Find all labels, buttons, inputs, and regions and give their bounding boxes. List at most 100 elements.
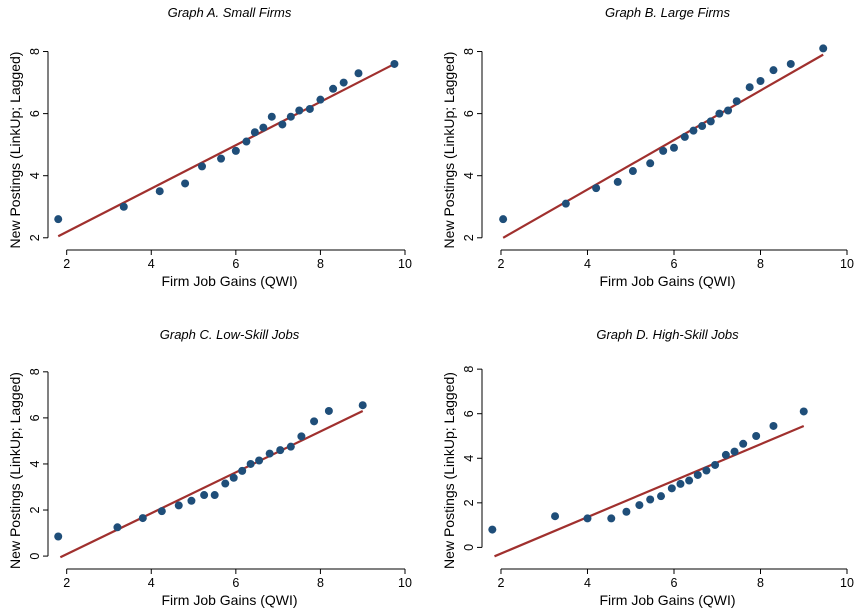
data-point — [157, 507, 166, 516]
data-point — [622, 507, 631, 516]
data-point — [769, 421, 778, 430]
x-tick-label: 10 — [398, 257, 412, 271]
data-point — [155, 187, 164, 196]
data-point — [339, 78, 348, 87]
data-point — [119, 202, 128, 211]
y-tick-label: 6 — [462, 110, 476, 117]
panel-a: Graph A. Small Firms 2 4 6 8 10 2 4 6 8 Firm Job G… — [7, 5, 412, 289]
data-point — [324, 406, 333, 415]
data-point — [732, 97, 741, 106]
y-tick-label: 4 — [28, 172, 42, 179]
data-point — [329, 84, 338, 93]
data-point — [259, 123, 268, 132]
panel-c: Graph C. Low-Skill Jobs 2 4 6 8 10 0 2 4 6 8 Firm J… — [7, 327, 412, 608]
x-tick-label: 8 — [757, 257, 764, 271]
data-point — [276, 446, 285, 455]
data-point — [488, 525, 497, 534]
data-point — [693, 470, 702, 479]
y-tick-label: 2 — [462, 499, 476, 506]
data-point — [724, 106, 733, 115]
panel-b: Graph B. Large Firms 2 4 6 8 10 2 4 6 8 Firm Job G… — [441, 5, 854, 289]
fit-line — [502, 53, 824, 239]
data-point — [646, 159, 655, 168]
data-point — [238, 466, 247, 475]
y-tick-label: 0 — [28, 553, 42, 560]
data-point — [217, 154, 226, 163]
y-tick-label: 2 — [28, 506, 42, 513]
panel-title: Graph A. Small Firms — [168, 5, 292, 20]
data-point — [113, 523, 122, 532]
data-point — [680, 132, 689, 141]
x-tick-label: 10 — [398, 576, 412, 590]
data-point — [286, 112, 295, 121]
data-point — [583, 514, 592, 523]
data-point — [628, 167, 637, 176]
panel-d: Graph D. High-Skill Jobs 2 4 6 8 10 0 2 4 6 8 Firm … — [441, 327, 854, 608]
x-tick-label: 4 — [584, 257, 591, 271]
data-point — [715, 109, 724, 118]
x-tick-label: 4 — [148, 576, 155, 590]
fit-line — [59, 409, 364, 559]
y-tick-label: 2 — [462, 234, 476, 241]
y-tick-label: 2 — [28, 234, 42, 241]
x-tick-label: 8 — [317, 257, 324, 271]
data-point — [676, 479, 685, 488]
data-point — [54, 215, 63, 224]
y-axis-label: New Postings (LinkUp; Lagged) — [7, 52, 23, 249]
data-point — [799, 407, 808, 416]
x-axis-label: Firm Job Gains (QWI) — [599, 592, 735, 608]
data-point — [721, 450, 730, 459]
y-axis-label: New Postings (LinkUp; Lagged) — [441, 372, 457, 569]
data-point — [390, 59, 399, 68]
data-point — [499, 215, 508, 224]
y-tick-label: 4 — [462, 172, 476, 179]
data-point — [646, 495, 655, 504]
data-point — [561, 199, 570, 208]
x-tick-label: 4 — [584, 576, 591, 590]
data-point — [657, 492, 666, 501]
data-point — [607, 514, 616, 523]
data-point — [181, 179, 190, 188]
y-axis-label: New Postings (LinkUp; Lagged) — [441, 52, 457, 249]
fit-line — [57, 62, 395, 238]
data-point — [187, 496, 196, 505]
x-tick-label: 4 — [148, 257, 155, 271]
data-point — [786, 59, 795, 68]
data-point — [246, 459, 255, 468]
x-tick-label: 10 — [840, 576, 854, 590]
data-point — [698, 122, 707, 131]
y-tick-label: 0 — [462, 544, 476, 551]
data-point — [242, 137, 251, 146]
panel-title: Graph D. High-Skill Jobs — [596, 327, 739, 342]
y-tick-label: 8 — [28, 48, 42, 55]
x-tick-label: 2 — [497, 576, 504, 590]
x-tick-label: 2 — [63, 576, 70, 590]
y-tick-label: 6 — [462, 410, 476, 417]
y-tick-label: 4 — [28, 460, 42, 467]
data-point — [752, 431, 761, 440]
plot-frame — [488, 36, 847, 244]
y-tick-label: 8 — [462, 366, 476, 373]
plot-frame — [488, 358, 847, 563]
data-point — [745, 83, 754, 92]
data-point — [310, 417, 319, 426]
data-point — [702, 466, 711, 475]
y-tick-label: 8 — [462, 48, 476, 55]
data-point — [769, 66, 778, 75]
y-axis-label: New Postings (LinkUp; Lagged) — [7, 372, 23, 569]
data-point — [229, 473, 238, 482]
data-point — [265, 449, 274, 458]
data-point — [739, 439, 748, 448]
x-tick-label: 6 — [232, 257, 239, 271]
data-point — [711, 460, 720, 469]
data-point — [200, 491, 209, 500]
data-point — [358, 401, 367, 410]
data-point — [250, 128, 259, 137]
data-point — [592, 184, 601, 193]
data-point — [54, 532, 63, 541]
data-point — [138, 514, 147, 523]
data-point — [819, 44, 828, 53]
x-tick-label: 6 — [232, 576, 239, 590]
data-point — [730, 447, 739, 456]
